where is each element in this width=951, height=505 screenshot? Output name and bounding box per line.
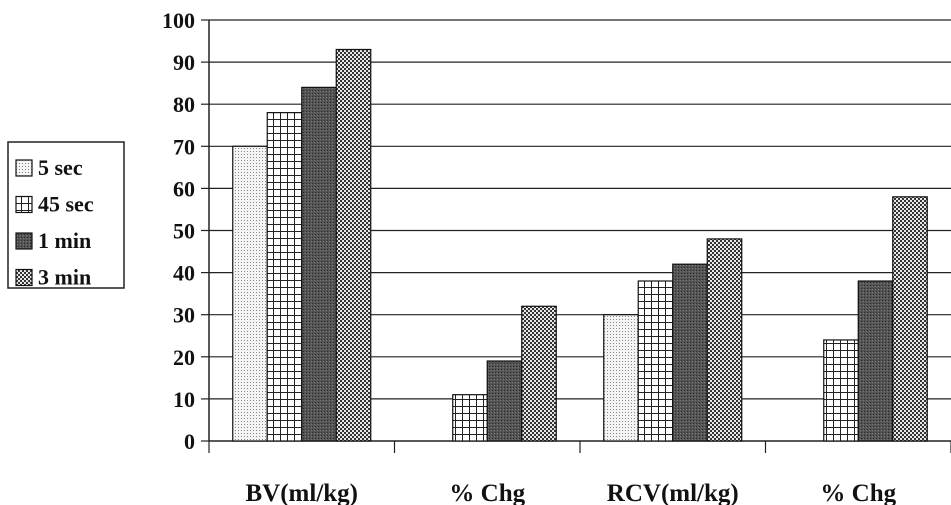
y-tick-label: 10 [173, 387, 195, 412]
y-tick-label: 60 [173, 176, 195, 201]
legend-items: 5 sec 45 sec 1 min 3 min [15, 155, 94, 290]
y-tick-label: 20 [173, 345, 195, 370]
category-label: % Chg [820, 480, 896, 505]
bar-1-min-0 [301, 86, 337, 442]
legend-swatch [15, 159, 33, 177]
category-labels: BV(ml/kg) % Chg RCV(ml/kg) % Chg [246, 480, 897, 505]
y-tick-label: 40 [173, 261, 195, 286]
bar-3-min-3 [892, 196, 928, 442]
bar-3-min-0 [335, 48, 372, 442]
y-tick-label: 70 [173, 134, 195, 159]
y-tick-label: 0 [184, 429, 195, 454]
bar-1-min-1 [486, 360, 523, 442]
legend-swatch [15, 268, 33, 287]
y-tick-label: 90 [173, 50, 195, 75]
y-tick-labels: 0 10 20 30 40 50 60 70 80 90 100 [162, 8, 195, 454]
bar-3-min-1 [521, 305, 557, 442]
bars [232, 48, 928, 442]
category-label: RCV(ml/kg) [607, 480, 739, 505]
legend: 5 sec 45 sec 1 min 3 min [7, 141, 125, 290]
bar-45-sec-2 [637, 280, 674, 442]
y-tick-label: 50 [173, 219, 195, 244]
legend-swatch [15, 195, 33, 214]
legend-label: 45 sec [38, 192, 94, 217]
y-tick-label: 100 [162, 8, 195, 33]
bar-3-min-2 [706, 238, 743, 442]
legend-label: 1 min [38, 228, 91, 253]
bar-45-sec-0 [266, 112, 303, 442]
category-label: % Chg [449, 480, 525, 505]
y-tick-label: 80 [173, 92, 195, 117]
legend-label: 3 min [38, 265, 91, 290]
bar-1-min-3 [857, 280, 894, 442]
legend-swatch [15, 232, 33, 250]
bar-5-sec-2 [603, 314, 639, 442]
legend-label: 5 sec [38, 155, 83, 180]
bar-45-sec-1 [452, 394, 488, 442]
bar-1-min-2 [672, 263, 708, 442]
y-tick-label: 30 [173, 303, 195, 328]
bar-5-sec-0 [232, 145, 268, 442]
bar-45-sec-3 [823, 339, 859, 442]
category-label: BV(ml/kg) [246, 480, 359, 505]
